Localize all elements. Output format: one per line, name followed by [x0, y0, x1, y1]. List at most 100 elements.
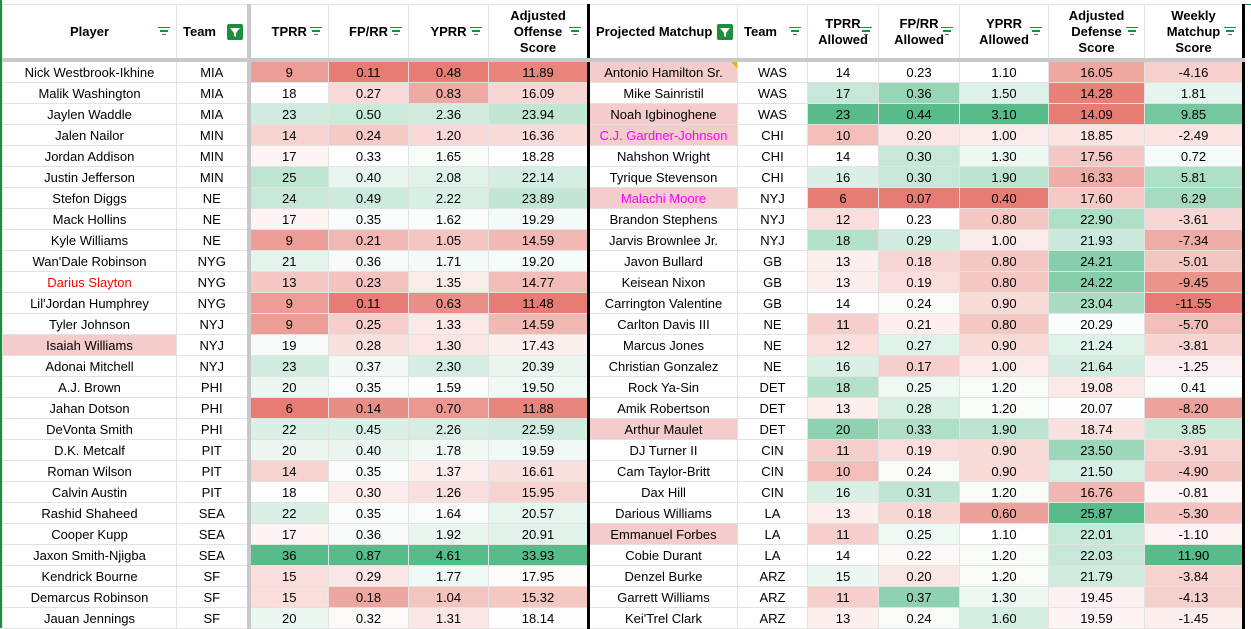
- player-cell[interactable]: Jahan Dotson: [2, 397, 177, 419]
- tprr-cell[interactable]: 14: [246, 124, 329, 146]
- adjusted-offense-score-cell[interactable]: 11.89: [488, 59, 589, 83]
- fprr-allowed-cell[interactable]: 0.18: [878, 502, 960, 524]
- player-cell[interactable]: A.J. Brown: [2, 376, 177, 398]
- yprr-cell[interactable]: 2.30: [408, 355, 489, 377]
- weekly-matchup-score-cell[interactable]: -5.70: [1144, 313, 1245, 335]
- adjusted-defense-score-cell[interactable]: 21.79: [1048, 565, 1145, 587]
- matchup-player-cell[interactable]: Garrett Williams: [587, 586, 738, 608]
- yprr-cell[interactable]: 0.63: [408, 292, 489, 314]
- tprr-cell[interactable]: 9: [246, 229, 329, 251]
- fprr-allowed-cell[interactable]: 0.23: [878, 59, 960, 83]
- matchup-player-cell[interactable]: Brandon Stephens: [587, 208, 738, 230]
- yprr-cell[interactable]: 1.05: [408, 229, 489, 251]
- team-cell[interactable]: MIN: [176, 166, 249, 188]
- fprr-allowed-cell[interactable]: 0.24: [878, 460, 960, 482]
- adjusted-offense-score-cell[interactable]: 19.20: [488, 250, 589, 272]
- matchup-team-cell[interactable]: ARZ: [737, 565, 808, 587]
- tprr-cell[interactable]: 14: [246, 460, 329, 482]
- tprr-cell[interactable]: 9: [246, 313, 329, 335]
- team-cell[interactable]: NYJ: [176, 355, 249, 377]
- fprr-allowed-cell[interactable]: 0.22: [878, 544, 960, 566]
- tprr-allowed-cell[interactable]: 15: [807, 565, 879, 587]
- tprr-cell[interactable]: 17: [246, 523, 329, 545]
- fprr-cell[interactable]: 0.32: [328, 607, 409, 629]
- fprr-cell[interactable]: 0.27: [328, 82, 409, 104]
- adjusted-defense-score-cell[interactable]: 21.50: [1048, 460, 1145, 482]
- filter-icon[interactable]: [310, 26, 322, 37]
- tprr-allowed-cell[interactable]: 12: [807, 334, 879, 356]
- yprr-allowed-cell[interactable]: 0.80: [959, 313, 1049, 335]
- yprr-cell[interactable]: 2.36: [408, 103, 489, 125]
- fprr-allowed-cell[interactable]: 0.21: [878, 313, 960, 335]
- weekly-matchup-score-cell[interactable]: -3.91: [1144, 439, 1245, 461]
- tprr-cell[interactable]: 20: [246, 439, 329, 461]
- tprr-cell[interactable]: 17: [246, 208, 329, 230]
- team-cell[interactable]: NYG: [176, 271, 249, 293]
- adjusted-offense-score-cell[interactable]: 16.09: [488, 82, 589, 104]
- matchup-player-cell[interactable]: Tyrique Stevenson: [587, 166, 738, 188]
- team-cell[interactable]: SEA: [176, 544, 249, 566]
- matchup-team-cell[interactable]: CHI: [737, 166, 808, 188]
- tprr-allowed-cell[interactable]: 11: [807, 586, 879, 608]
- adjusted-offense-score-cell[interactable]: 15.32: [488, 586, 589, 608]
- adjusted-offense-score-cell[interactable]: 20.57: [488, 502, 589, 524]
- adjusted-defense-score-cell[interactable]: 14.09: [1048, 103, 1145, 125]
- tprr-cell[interactable]: 23: [246, 355, 329, 377]
- tprr-allowed-cell[interactable]: 6: [807, 187, 879, 209]
- fprr-cell[interactable]: 0.21: [328, 229, 409, 251]
- adjusted-offense-score-cell[interactable]: 20.91: [488, 523, 589, 545]
- tprr-allowed-cell[interactable]: 13: [807, 607, 879, 629]
- yprr-cell[interactable]: 2.26: [408, 418, 489, 440]
- matchup-player-cell[interactable]: Rock Ya-Sin: [587, 376, 738, 398]
- tprr-allowed-cell[interactable]: 11: [807, 313, 879, 335]
- tprr-allowed-cell[interactable]: 17: [807, 82, 879, 104]
- adjusted-defense-score-cell[interactable]: 21.24: [1048, 334, 1145, 356]
- matchup-team-cell[interactable]: LA: [737, 523, 808, 545]
- fprr-allowed-cell[interactable]: 0.29: [878, 229, 960, 251]
- player-cell[interactable]: Wan'Dale Robinson: [2, 250, 177, 272]
- matchup-team-cell[interactable]: NE: [737, 355, 808, 377]
- team-cell[interactable]: PIT: [176, 460, 249, 482]
- filter-icon[interactable]: [860, 26, 872, 37]
- player-cell[interactable]: Mack Hollins: [2, 208, 177, 230]
- player-cell[interactable]: Jaxon Smith-Njigba: [2, 544, 177, 566]
- tprr-allowed-cell[interactable]: 23: [807, 103, 879, 125]
- player-cell[interactable]: Jaylen Waddle: [2, 103, 177, 125]
- yprr-cell[interactable]: 1.62: [408, 208, 489, 230]
- adjusted-offense-score-cell[interactable]: 23.94: [488, 103, 589, 125]
- player-cell[interactable]: Jalen Nailor: [2, 124, 177, 146]
- weekly-matchup-score-cell[interactable]: -1.10: [1144, 523, 1245, 545]
- weekly-matchup-score-cell[interactable]: 1.81: [1144, 82, 1245, 104]
- fprr-allowed-cell[interactable]: 0.27: [878, 334, 960, 356]
- adjusted-defense-score-cell[interactable]: 18.85: [1048, 124, 1145, 146]
- weekly-matchup-score-cell[interactable]: -9.45: [1144, 271, 1245, 293]
- player-cell[interactable]: Stefon Diggs: [2, 187, 177, 209]
- matchup-player-cell[interactable]: DJ Turner II: [587, 439, 738, 461]
- matchup-player-cell[interactable]: Malachi Moore: [587, 187, 738, 209]
- tprr-cell[interactable]: 15: [246, 565, 329, 587]
- fprr-allowed-cell[interactable]: 0.25: [878, 523, 960, 545]
- tprr-cell[interactable]: 36: [246, 544, 329, 566]
- fprr-allowed-cell[interactable]: 0.36: [878, 82, 960, 104]
- weekly-matchup-score-cell[interactable]: -3.81: [1144, 334, 1245, 356]
- adjusted-defense-score-cell[interactable]: 19.08: [1048, 376, 1145, 398]
- adjusted-offense-score-cell[interactable]: 15.95: [488, 481, 589, 503]
- player-cell[interactable]: Isaiah Williams: [2, 334, 177, 356]
- team-cell[interactable]: SF: [176, 586, 249, 608]
- filter-icon[interactable]: [390, 26, 402, 37]
- adjusted-defense-score-cell[interactable]: 25.87: [1048, 502, 1145, 524]
- weekly-matchup-score-cell[interactable]: -3.84: [1144, 565, 1245, 587]
- fprr-cell[interactable]: 0.24: [328, 124, 409, 146]
- adjusted-offense-score-cell[interactable]: 16.61: [488, 460, 589, 482]
- team-cell[interactable]: NE: [176, 187, 249, 209]
- yprr-allowed-cell[interactable]: 1.20: [959, 481, 1049, 503]
- header-projected-matchup[interactable]: Projected Matchup: [587, 4, 738, 61]
- yprr-allowed-cell[interactable]: 1.60: [959, 607, 1049, 629]
- fprr-cell[interactable]: 0.36: [328, 523, 409, 545]
- weekly-matchup-score-cell[interactable]: -4.90: [1144, 460, 1245, 482]
- adjusted-offense-score-cell[interactable]: 22.59: [488, 418, 589, 440]
- tprr-allowed-cell[interactable]: 14: [807, 145, 879, 167]
- yprr-allowed-cell[interactable]: 1.90: [959, 166, 1049, 188]
- filter-icon[interactable]: [569, 26, 581, 37]
- fprr-allowed-cell[interactable]: 0.30: [878, 145, 960, 167]
